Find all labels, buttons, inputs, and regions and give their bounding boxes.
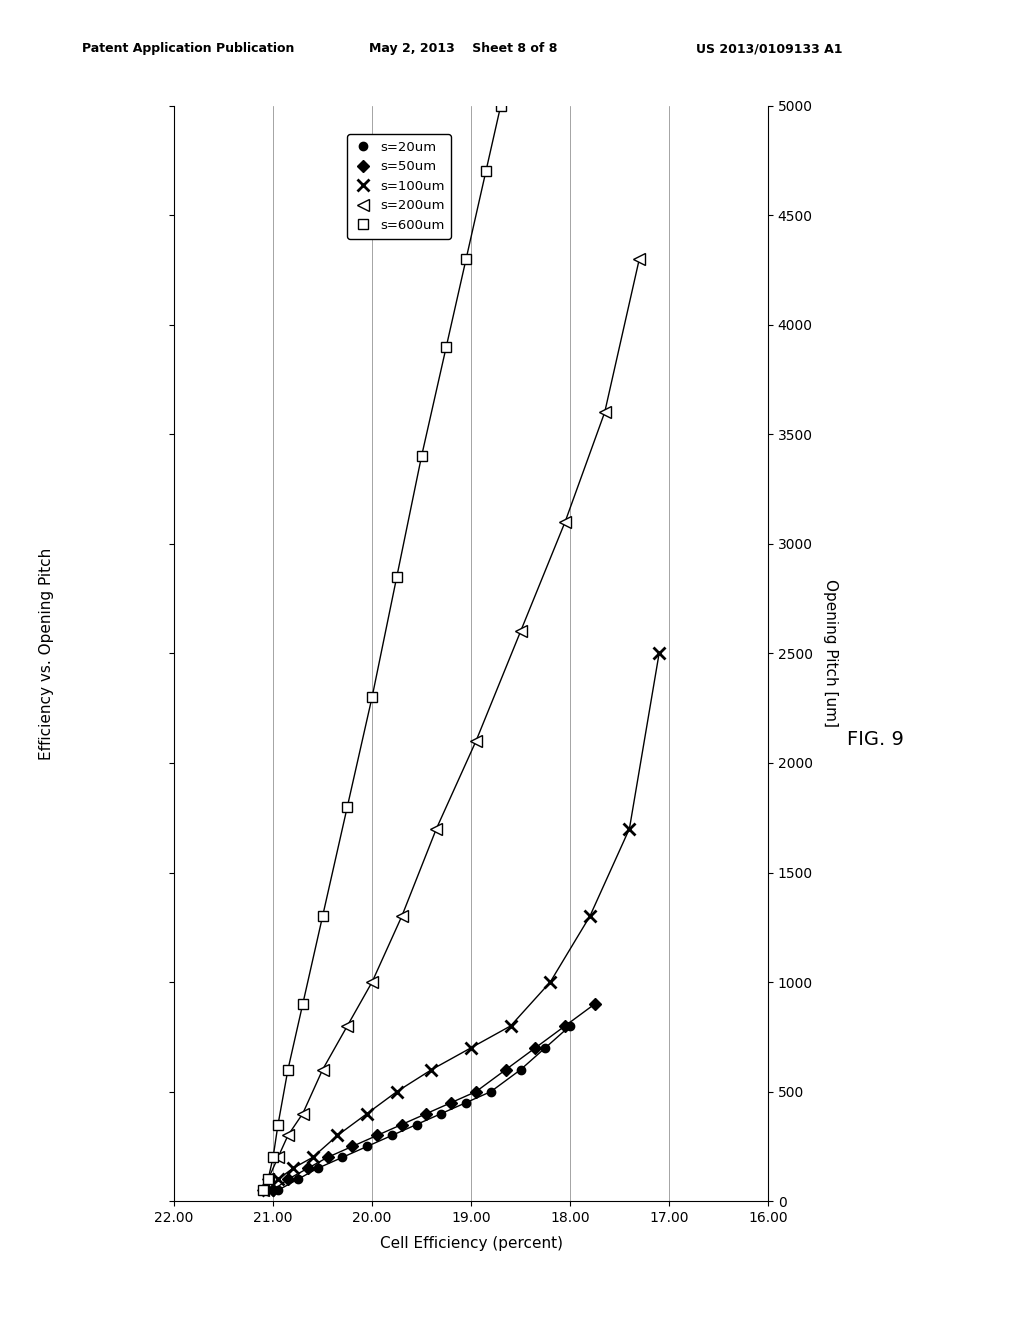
- s=50um: [445, 1094, 458, 1110]
- s=600um: [460, 251, 472, 267]
- s=200um: [599, 404, 611, 420]
- s=20um: [460, 1094, 472, 1110]
- Legend: s=20um, s=50um, s=100um, s=200um, s=600um: s=20um, s=50um, s=100um, s=200um, s=600u…: [347, 135, 451, 239]
- s=200um: [282, 1127, 294, 1143]
- Text: US 2013/0109133 A1: US 2013/0109133 A1: [696, 42, 843, 55]
- s=50um: [371, 1127, 383, 1143]
- s=100um: [306, 1150, 318, 1166]
- s=200um: [297, 1106, 309, 1122]
- s=50um: [470, 1084, 482, 1100]
- s=600um: [479, 164, 492, 180]
- s=600um: [257, 1183, 269, 1199]
- s=600um: [440, 339, 453, 355]
- s=100um: [653, 645, 666, 661]
- s=50um: [302, 1160, 314, 1176]
- Line: s=600um: s=600um: [258, 100, 506, 1195]
- s=200um: [316, 1061, 329, 1077]
- s=600um: [341, 799, 353, 814]
- s=20um: [514, 1061, 526, 1077]
- s=600um: [267, 1150, 280, 1166]
- X-axis label: Cell Efficiency (percent): Cell Efficiency (percent): [380, 1236, 562, 1251]
- Line: s=100um: s=100um: [262, 648, 665, 1196]
- s=100um: [425, 1061, 437, 1077]
- s=200um: [514, 623, 526, 639]
- s=20um: [539, 1040, 551, 1056]
- s=600um: [495, 98, 507, 114]
- Line: s=50um: s=50um: [269, 999, 599, 1195]
- s=200um: [430, 821, 442, 837]
- s=50um: [395, 1117, 408, 1133]
- s=20um: [435, 1106, 447, 1122]
- s=200um: [395, 908, 408, 924]
- s=200um: [633, 251, 645, 267]
- s=600um: [390, 569, 402, 585]
- s=50um: [346, 1138, 358, 1154]
- Text: Patent Application Publication: Patent Application Publication: [82, 42, 294, 55]
- s=600um: [272, 1117, 285, 1133]
- s=100um: [287, 1160, 299, 1176]
- Line: s=20um: s=20um: [273, 1022, 574, 1195]
- s=600um: [282, 1061, 294, 1077]
- s=200um: [341, 1018, 353, 1034]
- s=600um: [316, 908, 329, 924]
- s=50um: [559, 1018, 571, 1034]
- s=20um: [336, 1150, 348, 1166]
- s=200um: [262, 1171, 274, 1187]
- s=50um: [267, 1183, 280, 1199]
- s=200um: [559, 513, 571, 529]
- s=50um: [529, 1040, 542, 1056]
- s=100um: [544, 974, 556, 990]
- s=50um: [421, 1106, 433, 1122]
- Y-axis label: Opening Pitch [um]: Opening Pitch [um]: [823, 579, 838, 727]
- s=50um: [282, 1171, 294, 1187]
- s=100um: [584, 908, 596, 924]
- s=100um: [624, 821, 636, 837]
- s=600um: [262, 1171, 274, 1187]
- s=20um: [564, 1018, 577, 1034]
- s=20um: [292, 1171, 304, 1187]
- s=600um: [297, 997, 309, 1012]
- s=100um: [262, 1183, 274, 1199]
- Text: Efficiency vs. Opening Pitch: Efficiency vs. Opening Pitch: [39, 548, 53, 759]
- s=20um: [272, 1183, 285, 1199]
- s=200um: [366, 974, 378, 990]
- s=100um: [361, 1106, 374, 1122]
- s=200um: [257, 1183, 269, 1199]
- s=20um: [411, 1117, 423, 1133]
- s=100um: [390, 1084, 402, 1100]
- s=20um: [484, 1084, 497, 1100]
- s=20um: [386, 1127, 398, 1143]
- s=200um: [272, 1150, 285, 1166]
- s=100um: [331, 1127, 343, 1143]
- s=50um: [589, 997, 601, 1012]
- s=100um: [465, 1040, 477, 1056]
- Text: FIG. 9: FIG. 9: [847, 730, 904, 748]
- Text: May 2, 2013    Sheet 8 of 8: May 2, 2013 Sheet 8 of 8: [369, 42, 557, 55]
- s=50um: [322, 1150, 334, 1166]
- s=20um: [311, 1160, 324, 1176]
- s=100um: [272, 1171, 285, 1187]
- Line: s=200um: s=200um: [258, 253, 645, 1196]
- s=200um: [470, 733, 482, 748]
- s=20um: [361, 1138, 374, 1154]
- s=100um: [505, 1018, 517, 1034]
- s=600um: [416, 449, 428, 465]
- s=50um: [500, 1061, 512, 1077]
- s=600um: [366, 689, 378, 705]
